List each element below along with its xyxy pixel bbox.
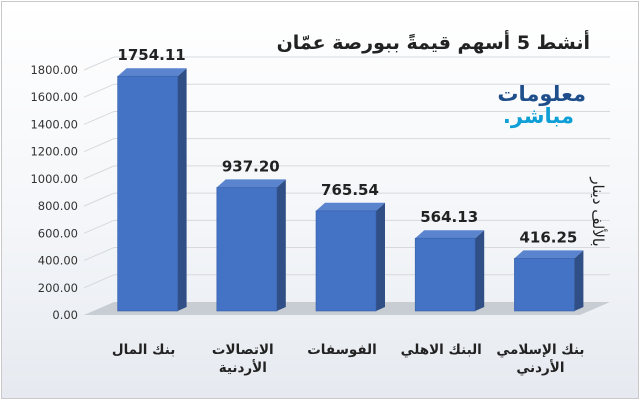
gridline	[83, 219, 610, 234]
bar	[216, 179, 286, 312]
bar-value-label: 416.25	[519, 228, 577, 246]
y-tick-label: 1400.00	[30, 117, 78, 131]
bar	[315, 202, 385, 312]
bar	[414, 230, 485, 312]
gridline	[83, 110, 610, 125]
bar-value-label: 564.13	[420, 208, 478, 226]
gridline	[83, 165, 610, 180]
bar-value-label: 1754.11	[117, 46, 185, 64]
x-tick-label: بنك المال	[112, 342, 175, 358]
bar-value-label: 937.20	[222, 157, 280, 175]
y-tick-label: 800.00	[38, 199, 78, 213]
y-tick-label: 400.00	[38, 254, 78, 268]
y-tick-label: 1600.00	[30, 90, 78, 104]
chart-title: أنشط 5 أسهم قيمةً ببورصة عمّان	[276, 32, 590, 54]
y-tick-label: 1000.00	[30, 172, 78, 186]
y-tick-label: 1200.00	[30, 145, 78, 159]
x-tick-label: بنك الإسلامي الأردني	[496, 342, 584, 376]
x-tick-label: البنك الاهلي	[401, 342, 482, 358]
gridline	[83, 83, 610, 98]
y-tick-label: 1800.00	[30, 63, 78, 77]
watermark-logo: معلومات مباشر.	[486, 82, 586, 130]
y-tick-label: 600.00	[38, 226, 78, 240]
x-tick-label: الفوسفات	[307, 342, 377, 358]
x-tick-label: الاتصالات الأردنية	[212, 342, 274, 376]
bar	[117, 68, 187, 312]
watermark-line2: مباشر.	[502, 104, 574, 128]
gridline	[83, 56, 610, 71]
y-axis-label: بالألف دينار	[589, 177, 607, 247]
gridline	[83, 192, 610, 207]
bar	[514, 250, 584, 312]
gridline	[83, 138, 610, 153]
y-tick-label: 0.00	[52, 308, 78, 322]
bar-value-label: 765.54	[321, 181, 379, 199]
watermark-line1: معلومات	[497, 82, 586, 106]
y-tick-label: 200.00	[38, 281, 78, 295]
